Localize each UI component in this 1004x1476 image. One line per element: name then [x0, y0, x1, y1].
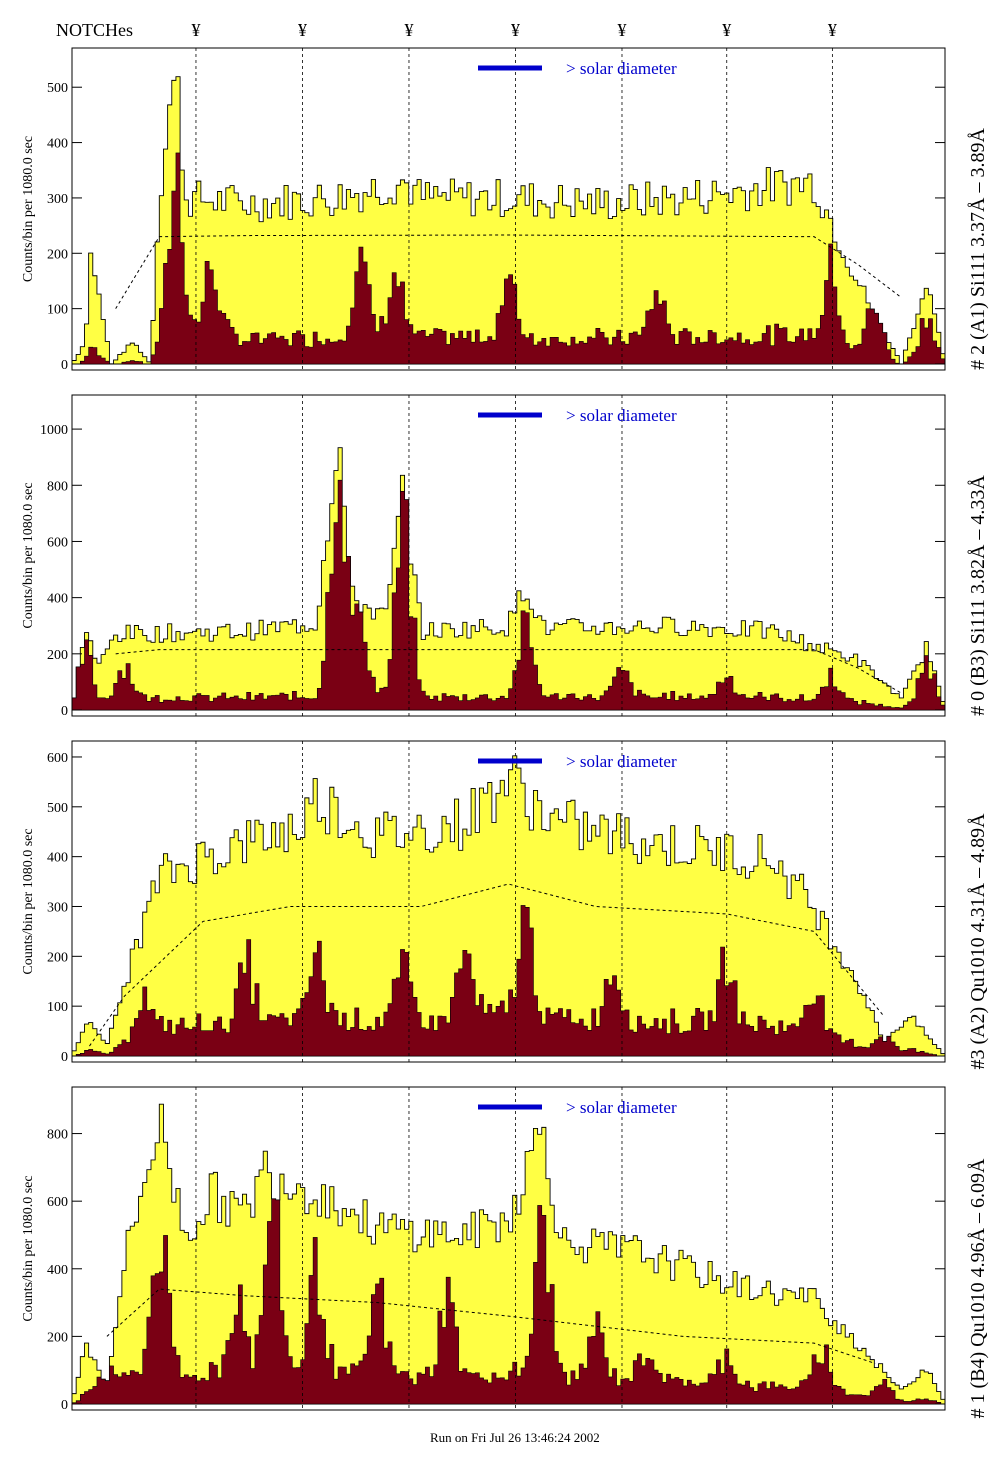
y-tick-label: 300: [47, 900, 68, 915]
histogram-maroon-series: [72, 152, 946, 365]
notch-marker: ¥: [617, 20, 626, 40]
y-tick-label: 200: [47, 950, 68, 965]
panel-label: # 1 (B4) Qu1010 4.96Å – 6.09Å: [967, 1158, 989, 1419]
trend-dashed-line: [89, 883, 885, 1047]
y-axis-label: Counts/bin per 1080.0 sec: [21, 828, 36, 974]
legend-solar-diameter-label: > solar diameter: [566, 406, 677, 425]
panel-label: # 2 (A1) Si111 3.37Å – 3.89Å: [967, 128, 989, 370]
y-tick-label: 100: [47, 303, 68, 318]
y-tick-label: 0: [61, 704, 68, 719]
y-tick-label: 100: [47, 1000, 68, 1015]
notch-marker: ¥: [298, 20, 307, 40]
y-tick-label: 500: [47, 801, 68, 816]
histogram-yellow-series: [71, 76, 946, 365]
y-tick-label: 600: [47, 751, 68, 766]
histogram-yellow-series: [71, 447, 946, 711]
legend-solar-diameter-label: > solar diameter: [566, 1098, 677, 1117]
y-tick-label: 0: [61, 1050, 68, 1065]
panel-label: #3 (A2) Qu1010 4.31Å – 4.89Å: [967, 813, 989, 1070]
trend-dashed-line: [115, 234, 902, 309]
panel-label: # 0 (B3) Si111 3.82Å – 4.33Å: [967, 475, 989, 716]
y-tick-label: 300: [47, 192, 68, 207]
y-tick-label: 800: [47, 479, 68, 494]
y-tick-label: 400: [47, 851, 68, 866]
y-tick-label: 800: [47, 1128, 68, 1143]
y-tick-label: 200: [47, 1330, 68, 1345]
trend-dashed-line: [115, 649, 902, 694]
panel-frame: [71, 47, 946, 371]
panel-frame: [71, 740, 946, 1063]
y-tick-label: 600: [47, 1195, 68, 1210]
notch-marker: ¥: [404, 20, 413, 40]
histogram-yellow-series: [71, 755, 946, 1057]
legend-solar-diameter-label: > solar diameter: [566, 59, 677, 78]
y-axis-label: Counts/bin per 1080.0 sec: [21, 482, 36, 628]
panel-frame: [71, 1086, 946, 1411]
notch-marker: ¥: [511, 20, 520, 40]
y-tick-label: 400: [47, 1263, 68, 1278]
y-tick-label: 0: [61, 358, 68, 373]
y-tick-label: 600: [47, 535, 68, 550]
y-tick-label: 200: [47, 247, 68, 262]
notch-marker: ¥: [191, 20, 200, 40]
y-tick-label: 500: [47, 81, 68, 96]
y-tick-label: 200: [47, 648, 68, 663]
notch-marker: ¥: [828, 20, 837, 40]
y-tick-label: 0: [61, 1398, 68, 1413]
y-axis-label: Counts/bin per 1080.0 sec: [21, 136, 36, 282]
y-axis-label: Counts/bin per 1080.0 sec: [21, 1175, 36, 1321]
legend-solar-diameter-label: > solar diameter: [566, 752, 677, 771]
panel-frame: [71, 394, 946, 717]
histogram-maroon-series: [71, 479, 946, 711]
run-timestamp: Run on Fri Jul 26 13:46:24 2002: [430, 1430, 600, 1445]
y-tick-label: 400: [47, 137, 68, 152]
y-tick-label: 1000: [40, 423, 68, 438]
y-tick-label: 400: [47, 592, 68, 607]
trend-dashed-line: [106, 1288, 876, 1364]
notches-label: NOTCHes: [56, 20, 133, 40]
notch-marker: ¥: [722, 20, 731, 40]
